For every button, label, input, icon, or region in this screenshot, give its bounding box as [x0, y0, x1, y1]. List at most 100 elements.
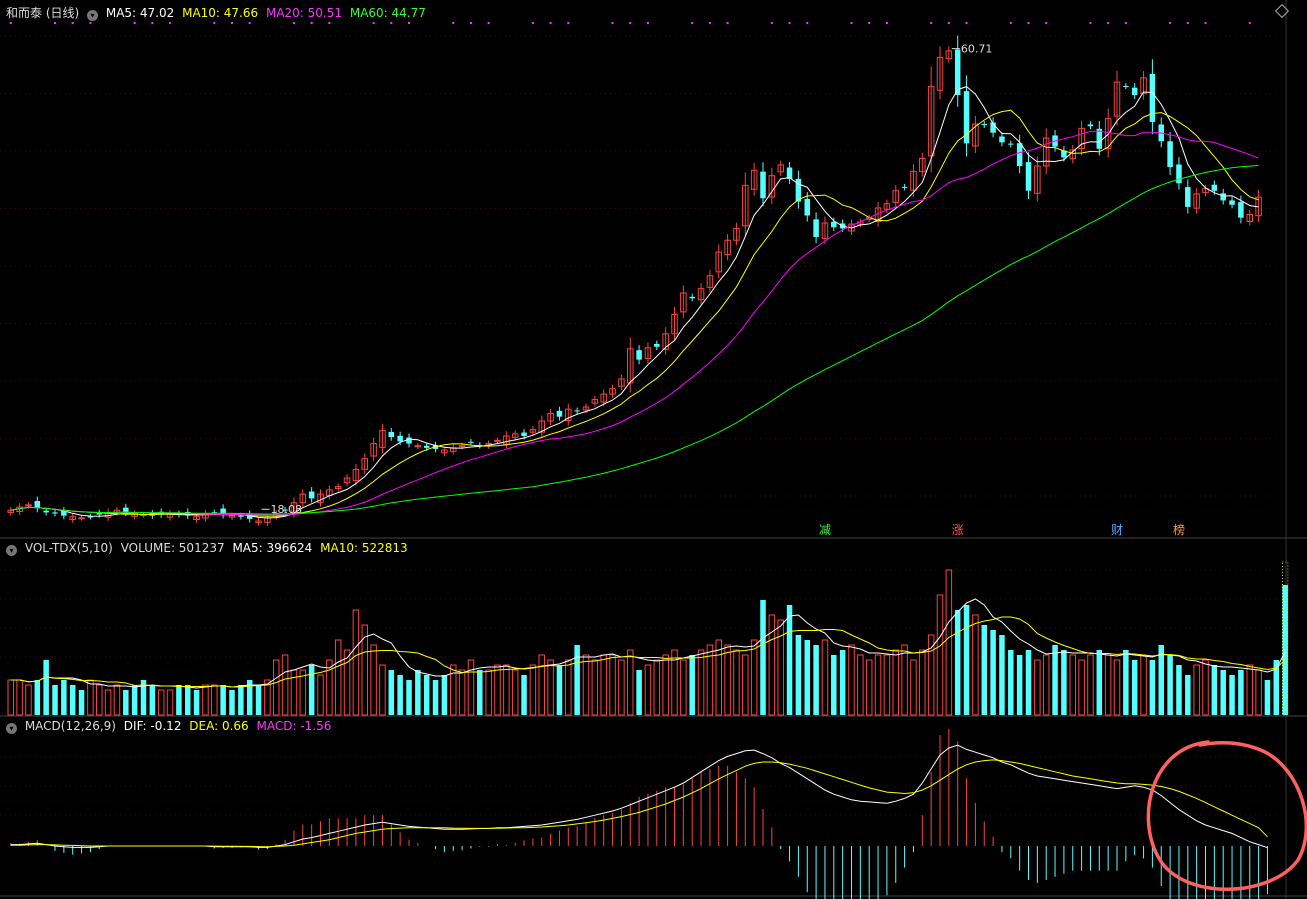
- candle-body: [574, 410, 580, 412]
- volume-bar: [370, 644, 377, 716]
- candle-body: [370, 443, 377, 457]
- candle-body: [414, 445, 422, 448]
- volume-bar: [157, 689, 165, 716]
- collapse-icon[interactable]: ▾: [6, 723, 17, 734]
- volume-bar: [627, 649, 634, 716]
- collapse-icon[interactable]: ▾: [6, 545, 17, 556]
- collapse-icon[interactable]: ▾: [87, 10, 99, 21]
- candle-body: [1211, 184, 1218, 191]
- volume-bar: [547, 659, 554, 716]
- volume-bar: [326, 659, 333, 716]
- candle-body: [963, 91, 970, 144]
- volume-bar: [715, 639, 722, 716]
- volume-bar: [485, 669, 492, 716]
- signal-dot: [390, 22, 393, 24]
- candle-body: [388, 431, 395, 438]
- volume-bar: [202, 684, 209, 716]
- candle-body: [1034, 165, 1041, 194]
- signal-dot: [231, 22, 233, 24]
- volume-bar: [1061, 650, 1067, 715]
- volume-bar: [1176, 665, 1182, 715]
- signal-dot: [213, 22, 216, 24]
- volume-bar: [936, 594, 944, 716]
- volume-bar: [680, 659, 687, 716]
- volume-bar: [786, 605, 793, 715]
- volume-bar: [600, 654, 607, 716]
- volume-bar: [61, 680, 67, 715]
- signal-dot: [965, 22, 968, 24]
- candle-body: [1149, 73, 1156, 122]
- signal-dot: [469, 22, 472, 24]
- volume-bar: [299, 669, 307, 716]
- volume-bar: [644, 664, 652, 716]
- vol-indicator-name[interactable]: VOL-TDX(5,10): [24, 541, 113, 555]
- volume-bar: [149, 685, 156, 715]
- dif-readout: DIF: -0.12: [123, 719, 182, 733]
- volume-bar: [361, 624, 368, 716]
- volume-bar: [1104, 654, 1112, 716]
- candle-body: [299, 493, 307, 504]
- volume-bar: [273, 659, 280, 716]
- macd-indicator-name[interactable]: MACD(12,26,9): [24, 719, 116, 733]
- volume-bar: [255, 685, 262, 715]
- volume-bar: [865, 659, 873, 716]
- signal-dot: [1204, 22, 1207, 24]
- candle-body: [1140, 77, 1147, 95]
- candle-body: [397, 435, 403, 442]
- volume-bar: [706, 644, 714, 716]
- volume-bar: [220, 685, 226, 715]
- volume-bar: [529, 664, 537, 716]
- candle-body: [423, 445, 430, 448]
- volume-bar: [1255, 669, 1262, 716]
- candle-body: [1113, 81, 1121, 117]
- signal-dot: [487, 22, 490, 24]
- candle-body: [78, 517, 85, 520]
- volume-bar: [821, 639, 829, 716]
- volume-bar: [1087, 654, 1094, 716]
- volume-bar: [981, 625, 987, 715]
- candle-body: [308, 491, 315, 499]
- volume-bar: [16, 679, 23, 716]
- volume-bar: [742, 654, 749, 716]
- volume-bar: [1149, 660, 1156, 715]
- candle-body: [228, 515, 236, 518]
- signal-dot: [1169, 22, 1172, 24]
- candle-body: [600, 393, 607, 403]
- volume-bar: [334, 639, 342, 716]
- candle-body: [777, 164, 784, 173]
- candle-body: [379, 430, 386, 448]
- volume-bar: [1282, 585, 1288, 715]
- candle-body: [1176, 164, 1182, 184]
- volume-bar: [804, 640, 810, 715]
- candle-body: [1185, 187, 1191, 207]
- volume-bar: [556, 665, 563, 715]
- signal-dot: [1009, 22, 1012, 24]
- volume-bar: [1131, 660, 1138, 715]
- volume-bar: [450, 664, 457, 716]
- volume-bar: [697, 649, 705, 716]
- volume-bar: [1069, 654, 1076, 716]
- signal-dot: [133, 22, 136, 24]
- volume-bar: [388, 670, 395, 715]
- candle-body: [238, 515, 244, 517]
- volume-bar: [945, 569, 953, 716]
- candle-body: [742, 184, 749, 227]
- signal-dot: [947, 22, 950, 24]
- candle-body: [892, 190, 899, 203]
- signal-dot: [169, 22, 172, 24]
- candle-body: [131, 512, 138, 517]
- stock-title[interactable]: 和而泰 (日线): [6, 6, 80, 20]
- signal-dot: [611, 22, 614, 24]
- signal-dot: [1089, 22, 1092, 24]
- candle-body: [43, 510, 49, 513]
- volume-bar: [538, 654, 545, 716]
- signal-dot: [292, 22, 295, 24]
- volume-bar: [1229, 675, 1235, 715]
- volume-bar: [229, 690, 235, 715]
- volume-bar: [397, 675, 403, 715]
- signal-dot: [1107, 22, 1110, 24]
- candle-body: [1061, 150, 1067, 158]
- candle-body: [1078, 127, 1085, 150]
